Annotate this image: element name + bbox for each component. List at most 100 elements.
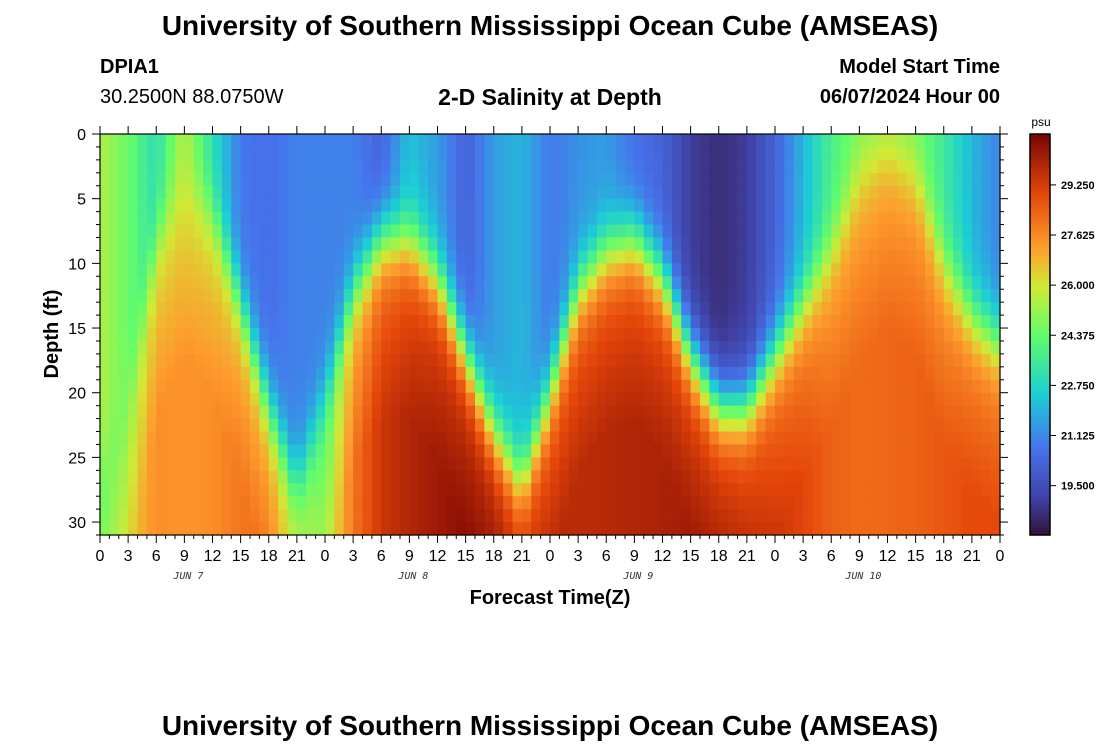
heatmap-cell — [606, 276, 617, 290]
heatmap-cell — [868, 496, 879, 510]
heatmap-cell — [268, 444, 279, 458]
heatmap-cell — [418, 146, 429, 161]
heatmap-cell — [559, 444, 570, 458]
heatmap-cell — [400, 366, 410, 381]
heatmap-cell — [700, 405, 710, 420]
heatmap-cell — [934, 353, 945, 368]
heatmap-cell — [925, 302, 935, 316]
heatmap-cell — [690, 444, 701, 458]
heatmap-cell — [493, 159, 504, 174]
heatmap-cell — [793, 263, 804, 277]
heatmap-cell — [193, 237, 204, 252]
heatmap-cell — [728, 470, 739, 484]
heatmap-cell — [325, 405, 335, 420]
heatmap-cell — [306, 353, 317, 368]
heatmap-cell — [493, 146, 504, 161]
heatmap-cell — [559, 302, 570, 316]
heatmap-cell — [512, 431, 523, 446]
heatmap-cell — [371, 302, 382, 316]
heatmap-cell — [578, 379, 589, 394]
heatmap-cell — [456, 470, 467, 484]
heatmap-cell — [259, 198, 270, 213]
heatmap-cell — [690, 509, 701, 523]
heatmap-cell — [287, 392, 298, 407]
heatmap-cell — [587, 522, 598, 536]
heatmap-cell — [578, 276, 589, 290]
heatmap-cell — [803, 366, 814, 381]
heatmap-cell — [203, 185, 214, 200]
heatmap-cell — [662, 224, 673, 239]
heatmap-cell — [700, 315, 710, 329]
heatmap-cell — [906, 470, 917, 484]
heatmap-cell — [700, 250, 710, 264]
heatmap-cell — [100, 263, 110, 277]
heatmap-cell — [212, 315, 223, 329]
heatmap-cell — [109, 405, 120, 420]
heatmap-cell — [681, 457, 692, 471]
heatmap-cell — [175, 470, 185, 484]
heatmap-cell — [100, 457, 110, 471]
heatmap-cell — [915, 431, 926, 446]
heatmap-cell — [550, 483, 560, 497]
heatmap-cell — [681, 470, 692, 484]
heatmap-cell — [728, 457, 739, 471]
heatmap-cell — [737, 340, 748, 355]
page-title: University of Southern Mississippi Ocean… — [161, 10, 939, 41]
heatmap-cell — [137, 328, 148, 342]
heatmap-cell — [390, 146, 401, 161]
heatmap-cell — [137, 353, 148, 368]
heatmap-cell — [343, 250, 354, 264]
heatmap-cell — [803, 302, 814, 316]
heatmap-cell — [587, 418, 598, 433]
heatmap-cell — [578, 340, 589, 355]
heatmap-cell — [465, 353, 476, 368]
heatmap-cell — [700, 353, 710, 368]
heatmap-cell — [212, 328, 223, 342]
heatmap-cell — [184, 522, 195, 536]
heatmap-cell — [118, 509, 129, 523]
heatmap-cell — [765, 457, 776, 471]
heatmap-cell — [765, 185, 776, 200]
heatmap-cell — [887, 366, 898, 381]
heatmap-cell — [287, 237, 298, 252]
heatmap-cell — [596, 457, 607, 471]
heatmap-cell — [728, 522, 739, 536]
heatmap-cell — [193, 340, 204, 355]
heatmap-cell — [887, 146, 898, 161]
heatmap-cell — [737, 522, 748, 536]
heatmap-cell — [859, 172, 870, 187]
heatmap-cell — [503, 302, 514, 316]
heatmap-cell — [428, 263, 439, 277]
heatmap-cell — [971, 146, 982, 161]
heatmap-cell — [118, 353, 129, 368]
heatmap-cell — [137, 366, 148, 381]
heatmap-cell — [700, 302, 710, 316]
heatmap-cell — [981, 366, 992, 381]
heatmap-cell — [634, 431, 645, 446]
heatmap-cell — [737, 237, 748, 252]
heatmap-cell — [381, 366, 392, 381]
heatmap-cell — [737, 431, 748, 446]
heatmap-cell — [362, 250, 373, 264]
heatmap-cell — [943, 224, 954, 239]
heatmap-cell — [400, 159, 410, 174]
heatmap-cell — [915, 159, 926, 174]
heatmap-cell — [671, 353, 682, 368]
heatmap-cell — [971, 470, 982, 484]
heatmap-cell — [850, 522, 860, 536]
heatmap-cell — [821, 496, 832, 510]
heatmap-cell — [109, 366, 120, 381]
heatmap-cell — [437, 159, 448, 174]
heatmap-cell — [343, 276, 354, 290]
heatmap-cell — [868, 431, 879, 446]
heatmap-cell — [709, 405, 720, 420]
heatmap-cell — [540, 405, 551, 420]
heatmap-cell — [784, 340, 795, 355]
heatmap-cell — [925, 134, 935, 148]
heatmap-cell — [109, 134, 120, 148]
heatmap-cell — [596, 483, 607, 497]
heatmap-cell — [925, 146, 935, 161]
heatmap-cell — [728, 134, 739, 148]
heatmap-cell — [943, 392, 954, 407]
heatmap-cell — [390, 328, 401, 342]
